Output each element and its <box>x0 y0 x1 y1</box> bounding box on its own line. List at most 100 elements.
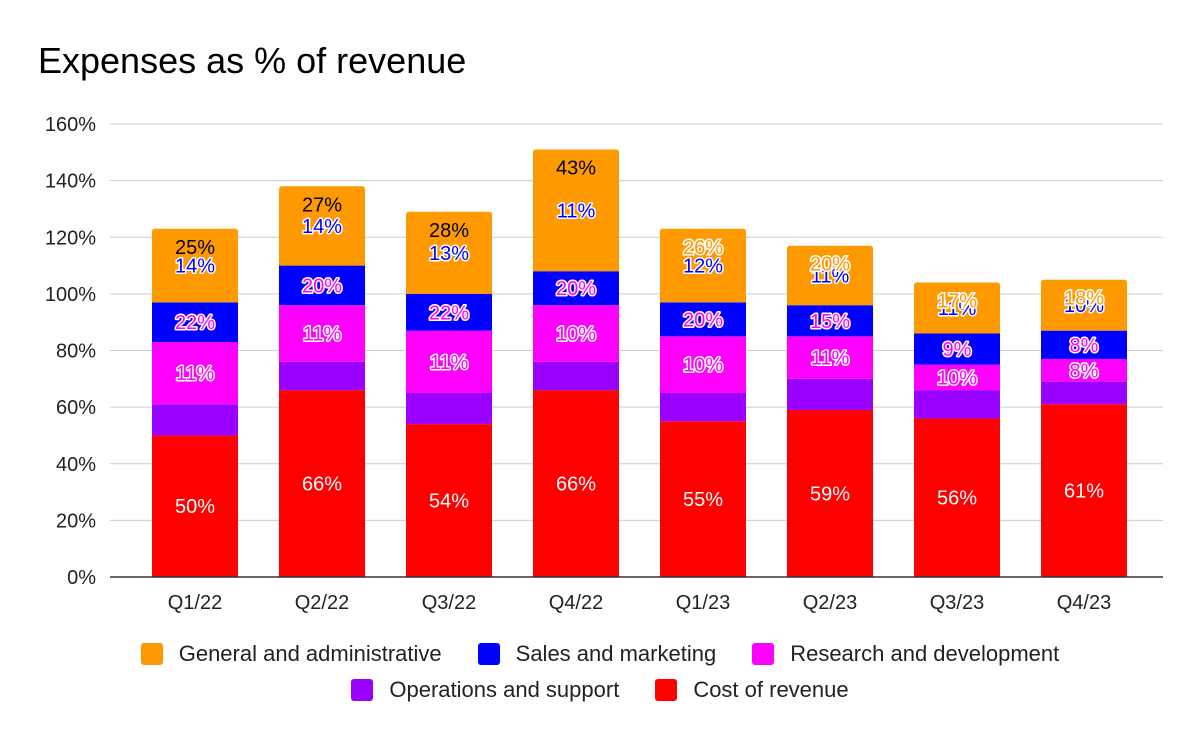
x-tick-label: Q1/23 <box>676 592 730 614</box>
legend-label: Research and development <box>790 641 1060 666</box>
bar-segment-research-and-development <box>1041 358 1127 382</box>
y-tick-label: 80% <box>56 341 96 363</box>
legend-item-operations-and-support: Operations and support <box>351 677 619 703</box>
data-label-sales-and-marketing: 22% <box>429 302 469 324</box>
y-tick-label: 60% <box>56 397 96 419</box>
chart-title: Expenses as % of revenue <box>38 40 467 81</box>
bar-segment-research-and-development <box>279 305 365 362</box>
data-label-top: 27% <box>302 194 342 216</box>
data-label-research-and-development: 10% <box>937 367 977 389</box>
data-label-research-and-development: 10% <box>683 355 723 377</box>
bar-segment-cost-of-revenue <box>1041 404 1127 577</box>
bar-segment-operations-and-support <box>660 392 746 422</box>
data-label-general-and-administrative: 10% <box>1064 295 1104 317</box>
bar-segment-general-and-administrative <box>914 282 1000 334</box>
data-label-top: 20% <box>810 254 850 276</box>
data-label-sales-and-marketing: 20% <box>556 278 596 300</box>
bar-segment-general-and-administrative <box>787 245 873 306</box>
data-label-general-and-administrative: 14% <box>302 216 342 238</box>
data-label-cost-of-revenue: 54% <box>429 491 469 513</box>
y-tick-label: 100% <box>45 284 96 306</box>
x-tick-label: Q4/23 <box>1057 592 1111 614</box>
data-label-cost-of-revenue: 66% <box>556 474 596 496</box>
data-label-general-and-administrative: 14% <box>175 256 215 278</box>
data-label-top: 25% <box>175 237 215 259</box>
legend-swatch <box>655 679 678 701</box>
bar-segment-research-and-development <box>787 336 873 379</box>
legend-label: Sales and marketing <box>515 641 717 666</box>
data-label-sales-and-marketing: 22% <box>175 312 215 334</box>
data-label-top: 18% <box>1064 288 1104 310</box>
y-tick-label: 140% <box>45 171 96 193</box>
data-label-cost-of-revenue: 56% <box>937 488 977 510</box>
bar-segment-sales-and-marketing <box>787 305 873 337</box>
bar-segment-cost-of-revenue <box>533 390 619 577</box>
bar-segment-operations-and-support <box>152 404 238 436</box>
data-label-research-and-development: 11% <box>811 348 850 370</box>
bar-segment-cost-of-revenue <box>152 435 238 577</box>
bar-segment-operations-and-support <box>787 378 873 410</box>
bar-segment-sales-and-marketing <box>1041 330 1127 359</box>
data-label-research-and-development: 11% <box>176 363 215 385</box>
legend-swatch <box>752 643 775 665</box>
x-tick-label: Q3/22 <box>422 592 476 614</box>
bar-segment-sales-and-marketing <box>914 333 1000 365</box>
y-tick-label: 160% <box>45 114 96 136</box>
data-label-top: 26% <box>683 237 723 259</box>
legend-label: Operations and support <box>389 677 620 702</box>
x-tick-label: Q3/23 <box>930 592 984 614</box>
bar-segment-sales-and-marketing <box>279 265 365 306</box>
bar-segment-cost-of-revenue <box>279 390 365 577</box>
data-labels: 50%11%22%14%25%66%11%20%14%27%54%11%22%1… <box>173 157 1105 518</box>
data-label-general-and-administrative: 11% <box>811 265 850 287</box>
bar-segment-operations-and-support <box>279 361 365 391</box>
x-tick-label: Q4/22 <box>549 592 603 614</box>
data-label-sales-and-marketing: 8% <box>1070 335 1099 357</box>
data-label-sales-and-marketing: 20% <box>683 309 723 331</box>
legend-label: General and administrative <box>178 641 442 666</box>
data-label-research-and-development: 8% <box>1070 360 1099 382</box>
bar-segment-cost-of-revenue <box>914 418 1000 577</box>
y-tick-label: 40% <box>56 454 96 476</box>
bar-segment-sales-and-marketing <box>533 271 619 306</box>
bar-segment-research-and-development <box>152 342 238 405</box>
bar-segment-general-and-administrative <box>279 186 365 266</box>
data-label-sales-and-marketing: 15% <box>810 311 850 333</box>
legend-row-2: Operations and support Cost of revenue <box>0 677 1200 703</box>
data-label-cost-of-revenue: 61% <box>1064 481 1104 503</box>
bar-segment-general-and-administrative <box>406 211 492 294</box>
data-label-general-and-administrative: 11% <box>938 298 977 320</box>
legend-swatch <box>477 643 500 665</box>
bar-segment-operations-and-support <box>914 390 1000 419</box>
x-tick-label: Q2/22 <box>295 592 349 614</box>
bar-segment-general-and-administrative <box>533 149 619 272</box>
bar-segment-sales-and-marketing <box>406 293 492 331</box>
bar-segment-cost-of-revenue <box>787 409 873 577</box>
y-tick-label: 120% <box>45 227 96 249</box>
bar-segment-sales-and-marketing <box>660 302 746 337</box>
bar-segment-research-and-development <box>406 330 492 393</box>
bar-segment-operations-and-support <box>533 361 619 391</box>
bar-segment-research-and-development <box>660 336 746 393</box>
bar-segment-operations-and-support <box>1041 381 1127 405</box>
y-tick-label: 0% <box>67 567 96 589</box>
data-label-research-and-development: 10% <box>556 324 596 346</box>
bar-segment-general-and-administrative <box>1041 279 1127 331</box>
y-tick-label: 20% <box>56 510 96 532</box>
axes: 0% 20% 40% 60% 80% 100% 120% 140% 160% Q1/22 Q2/22… <box>45 114 1163 614</box>
legend-swatch <box>140 643 163 665</box>
data-label-sales-and-marketing: 9% <box>943 339 972 361</box>
bar-segment-cost-of-revenue <box>660 421 746 577</box>
bars <box>152 149 1127 577</box>
x-tick-label: Q2/23 <box>803 592 857 614</box>
bar-segment-operations-and-support <box>406 392 492 425</box>
grid-lines <box>110 123 1163 521</box>
data-label-top: 43% <box>556 157 596 179</box>
legend-item-research-and-development: Research and development <box>752 641 1059 667</box>
data-label-research-and-development: 11% <box>430 352 469 374</box>
x-tick-label: Q1/22 <box>168 592 222 614</box>
bar-segment-sales-and-marketing <box>152 302 238 343</box>
data-label-research-and-development: 11% <box>303 324 342 346</box>
bar-segment-research-and-development <box>533 305 619 362</box>
